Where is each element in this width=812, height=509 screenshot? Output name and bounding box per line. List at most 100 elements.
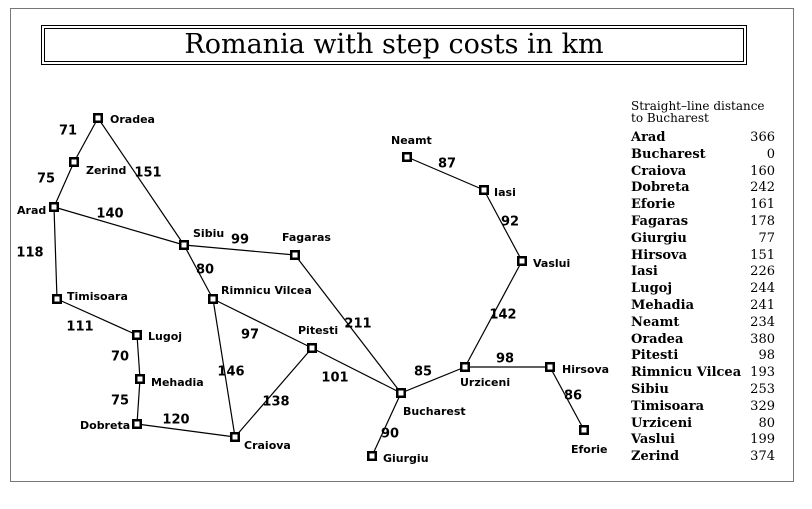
sld-row: Bucharest 0: [631, 147, 775, 164]
sld-city-name: Lugoj: [631, 281, 672, 298]
sld-city-name: Giurgiu: [631, 231, 687, 248]
sld-distance-value: 98: [758, 348, 775, 365]
sld-city-name: Bucharest: [631, 147, 706, 164]
city-label-urziceni: Urziceni: [460, 376, 510, 389]
sld-row: Sibiu 253: [631, 382, 775, 399]
city-node-inner-timisoara: [55, 297, 60, 302]
sld-city-name: Arad: [631, 130, 665, 147]
sld-row: Rimnicu Vilcea 193: [631, 365, 775, 382]
sld-distance-value: 374: [750, 449, 775, 466]
sld-city-name: Oradea: [631, 332, 683, 349]
city-label-iasi: Iasi: [494, 186, 516, 199]
city-label-craiova: Craiova: [244, 439, 291, 452]
sld-city-name: Hirsova: [631, 248, 687, 265]
sld-distance-value: 199: [750, 432, 775, 449]
city-label-hirsova: Hirsova: [562, 363, 609, 376]
sld-distance-value: 80: [758, 416, 775, 433]
city-node-inner-neamt: [405, 155, 410, 160]
road-cost-iasi-neamt: 87: [438, 157, 456, 172]
city-label-oradea: Oradea: [110, 113, 155, 126]
sld-city-name: Mehadia: [631, 298, 694, 315]
sld-row: Arad 366: [631, 130, 775, 147]
sld-row: Fagaras 178: [631, 214, 775, 231]
road-cost-rimnicu-vilcea-craiova: 146: [217, 365, 244, 380]
road-bucharest-urziceni: [401, 367, 465, 393]
sld-row: Giurgiu 77: [631, 231, 775, 248]
city-node-inner-craiova: [233, 435, 238, 440]
sld-distance-value: 234: [750, 315, 775, 332]
sld-row: Eforie 161: [631, 197, 775, 214]
road-cost-vaslui-iasi: 92: [501, 215, 519, 230]
city-node-inner-bucharest: [399, 391, 404, 396]
sld-row: Urziceni 80: [631, 416, 775, 433]
city-label-lugoj: Lugoj: [148, 330, 182, 343]
road-cost-timisoara-lugoj: 111: [66, 320, 93, 335]
road-cost-arad-timisoara: 118: [16, 246, 43, 261]
city-label-giurgiu: Giurgiu: [383, 452, 429, 465]
road-bucharest-giurgiu: [372, 393, 401, 456]
sld-distance-value: 193: [750, 365, 775, 382]
road-cost-hirsova-eforie: 86: [564, 389, 582, 404]
city-node-inner-pitesti: [310, 346, 315, 351]
city-node-inner-eforie: [582, 428, 587, 433]
city-node-inner-fagaras: [293, 253, 298, 258]
sld-city-name: Pitesti: [631, 348, 678, 365]
city-label-timisoara: Timisoara: [67, 290, 128, 303]
road-cost-urziceni-vaslui: 142: [489, 308, 516, 323]
road-cost-fagaras-bucharest: 211: [344, 317, 371, 332]
sld-distance-value: 77: [758, 231, 775, 248]
sld-city-name: Eforie: [631, 197, 675, 214]
sld-row: Lugoj 244: [631, 281, 775, 298]
sld-header-line2: to Bucharest: [631, 112, 775, 124]
sld-city-name: Fagaras: [631, 214, 688, 231]
sld-distance-value: 226: [750, 264, 775, 281]
sld-row: Oradea 380: [631, 332, 775, 349]
sld-row: Vaslui 199: [631, 432, 775, 449]
road-oradea-zerind: [74, 118, 98, 162]
city-node-inner-mehadia: [138, 377, 143, 382]
sld-distance-value: 380: [750, 332, 775, 349]
city-label-sibiu: Sibiu: [193, 227, 224, 240]
road-cost-sibiu-fagaras: 99: [231, 233, 249, 248]
sld-city-name: Rimnicu Vilcea: [631, 365, 741, 382]
city-node-inner-zerind: [72, 160, 77, 165]
sld-row: Timisoara 329: [631, 399, 775, 416]
road-cost-bucharest-urziceni: 85: [414, 365, 432, 380]
road-cost-sibiu-rimnicu-vilcea: 80: [196, 263, 214, 278]
sld-distance-value: 151: [750, 248, 775, 265]
sld-distance-value: 160: [750, 164, 775, 181]
sld-city-name: Zerind: [631, 449, 679, 466]
road-cost-mehadia-dobreta: 75: [111, 394, 129, 409]
city-label-fagaras: Fagaras: [282, 231, 331, 244]
road-cost-pitesti-bucharest: 101: [321, 371, 348, 386]
city-label-neamt: Neamt: [391, 134, 432, 147]
sld-city-name: Vaslui: [631, 432, 675, 449]
city-label-dobreta: Dobreta: [80, 419, 130, 432]
city-node-inner-urziceni: [463, 365, 468, 370]
road-cost-lugoj-mehadia: 70: [111, 350, 129, 365]
straight-line-distance-table: Straight–line distance to Bucharest Arad…: [631, 100, 775, 466]
sld-row: Mehadia 241: [631, 298, 775, 315]
city-label-rimnicu-vilcea: Rimnicu Vilcea: [221, 284, 312, 297]
city-node-inner-hirsova: [548, 365, 553, 370]
road-oradea-sibiu: [98, 118, 184, 245]
sld-distance-value: 0: [767, 147, 775, 164]
sld-distance-value: 161: [750, 197, 775, 214]
road-cost-rimnicu-vilcea-pitesti: 97: [241, 328, 259, 343]
road-cost-arad-sibiu: 140: [96, 207, 123, 222]
sld-row: Hirsova 151: [631, 248, 775, 265]
road-lugoj-mehadia: [137, 335, 140, 379]
sld-city-name: Sibiu: [631, 382, 669, 399]
sld-distance-value: 241: [750, 298, 775, 315]
sld-row: Dobreta 242: [631, 180, 775, 197]
city-label-mehadia: Mehadia: [151, 376, 204, 389]
road-cost-dobreta-craiova: 120: [162, 413, 189, 428]
sld-city-name: Neamt: [631, 315, 679, 332]
sld-row: Craiova 160: [631, 164, 775, 181]
sld-distance-value: 329: [750, 399, 775, 416]
road-arad-timisoara: [54, 207, 57, 299]
road-cost-urziceni-hirsova: 98: [496, 352, 514, 367]
city-label-vaslui: Vaslui: [533, 257, 570, 270]
city-node-inner-vaslui: [520, 259, 525, 264]
city-node-inner-arad: [52, 205, 57, 210]
